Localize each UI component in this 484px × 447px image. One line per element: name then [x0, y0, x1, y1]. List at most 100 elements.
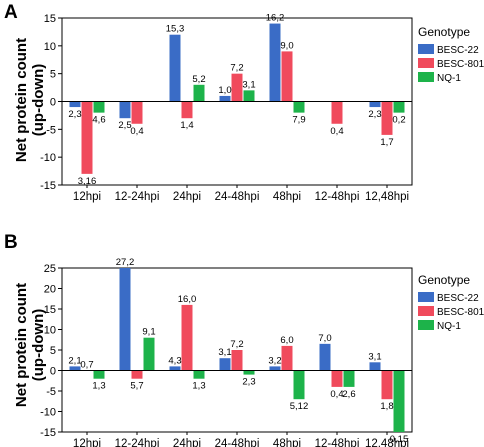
x-tick-label: 12hpi [73, 438, 101, 447]
y-tick-label: -5 [46, 386, 56, 398]
panel-letter: A [4, 2, 18, 23]
data-label: 7,2 [230, 339, 243, 350]
bar-besc-22 [169, 34, 181, 102]
data-label: 27,2 [116, 257, 135, 268]
data-label: 6,0 [280, 335, 293, 346]
y-axis-label-line: Net protein count [13, 38, 30, 162]
data-label: 0,4 [130, 126, 143, 137]
y-tick-label: -10 [40, 152, 56, 164]
y-tick-label: -10 [40, 407, 56, 419]
x-tick-label: 12-24hpi [115, 438, 160, 447]
bar-besc-801 [281, 345, 293, 371]
legend-swatch [418, 292, 434, 302]
y-axis-label-line: (up-down) [30, 309, 47, 381]
data-label: 0,2 [392, 115, 405, 126]
x-tick-label: 12-48hpi [315, 191, 360, 203]
x-tick-label: 12hpi [73, 191, 101, 203]
bar-nq-1 [393, 370, 405, 432]
data-label: 2,5 [118, 120, 131, 131]
bar-besc-801 [131, 370, 143, 379]
bar-besc-801 [231, 73, 243, 102]
bar-besc-22 [119, 101, 131, 119]
bar-nq-1 [193, 84, 205, 102]
bar-besc-801 [331, 101, 343, 124]
bar-nq-1 [93, 101, 105, 113]
legend-swatch [418, 306, 434, 316]
bar-besc-801 [231, 350, 243, 371]
data-label: 9,0 [280, 40, 293, 51]
data-label: 16,0 [178, 294, 197, 305]
bar-besc-22 [169, 366, 181, 371]
bar-besc-801 [181, 101, 193, 119]
bar-nq-1 [343, 370, 355, 387]
data-label: 3,16 [78, 176, 97, 187]
data-label: 2,3 [368, 109, 381, 120]
y-tick-label: 10 [44, 325, 56, 337]
bar-besc-22 [319, 343, 331, 371]
x-tick-label: 48hpi [273, 438, 301, 447]
y-tick-label: -5 [46, 124, 56, 136]
legend-label: BESC-22 [437, 45, 479, 56]
chart-panel-a: A Net protein count(up-down) -15 -10 -5 0 5 10 1… [4, 2, 484, 203]
data-label: 15,3 [166, 24, 185, 35]
bar-besc-801 [81, 101, 93, 174]
x-tick-label: 24hpi [173, 191, 201, 203]
bar-besc-801 [381, 101, 393, 135]
y-tick-label: 15 [44, 304, 56, 316]
bar-besc-22 [69, 366, 81, 371]
chart-panel-b: B Net protein count(up-down) -15 -10 -5 0 5 10 1… [4, 232, 484, 447]
bar-besc-801 [331, 370, 343, 387]
legend-swatch [418, 320, 434, 330]
legend-swatch [418, 72, 434, 82]
legend-title: Genotype [418, 273, 470, 287]
x-tick-label: 12,48hpi [365, 191, 409, 203]
data-label: 0,4 [330, 126, 343, 137]
data-label: 0,4 [330, 389, 343, 400]
data-label: 1,3 [92, 381, 105, 392]
data-label: 5,7 [130, 381, 143, 392]
y-tick-label: -15 [40, 180, 56, 192]
data-label: 3,2 [268, 355, 281, 366]
data-label: 1,3 [192, 381, 205, 392]
data-label: 0,7 [80, 360, 93, 371]
legend-title: Genotype [418, 25, 470, 39]
y-tick-label: 20 [44, 284, 56, 296]
bar-besc-22 [119, 268, 131, 371]
bar-nq-1 [243, 370, 255, 375]
y-axis-label-line: Net protein count [13, 283, 30, 407]
x-tick-label: 24-48hpi [215, 438, 260, 447]
legend-label: NQ-1 [437, 321, 461, 332]
y-tick-label: -15 [40, 427, 56, 439]
panel-letter: B [4, 232, 18, 253]
bar-nq-1 [293, 101, 305, 113]
data-label: 1,0 [218, 85, 231, 96]
data-label: 2,3 [242, 377, 255, 388]
y-tick-label: 10 [44, 41, 56, 53]
y-axis-label: Net protein count(up-down) [13, 283, 47, 407]
bar-besc-801 [181, 304, 193, 371]
legend-label: BESC-22 [437, 293, 479, 304]
data-label: 9,1 [142, 327, 155, 338]
bar-nq-1 [93, 370, 105, 379]
data-label: 3,1 [368, 351, 381, 362]
data-label: 2,3 [68, 109, 81, 120]
data-label: 1,8 [380, 401, 393, 412]
data-label: 0,15 [390, 434, 409, 445]
data-label: 2,1 [68, 355, 81, 366]
y-tick-label: 5 [50, 69, 56, 81]
bar-besc-801 [281, 51, 293, 102]
y-tick-label: 15 [44, 13, 56, 25]
bar-nq-1 [293, 370, 305, 400]
bar-besc-22 [69, 101, 81, 108]
bar-besc-22 [219, 358, 231, 371]
legend-swatch [418, 58, 434, 68]
bar-nq-1 [143, 337, 155, 371]
data-label: 3,1 [218, 347, 231, 358]
data-label: 5,2 [192, 74, 205, 85]
y-tick-label: 5 [50, 345, 56, 357]
bar-besc-22 [369, 101, 381, 108]
data-label: 2,6 [342, 389, 355, 400]
x-tick-label: 12,48hpi [365, 438, 409, 447]
bar-nq-1 [193, 370, 205, 379]
